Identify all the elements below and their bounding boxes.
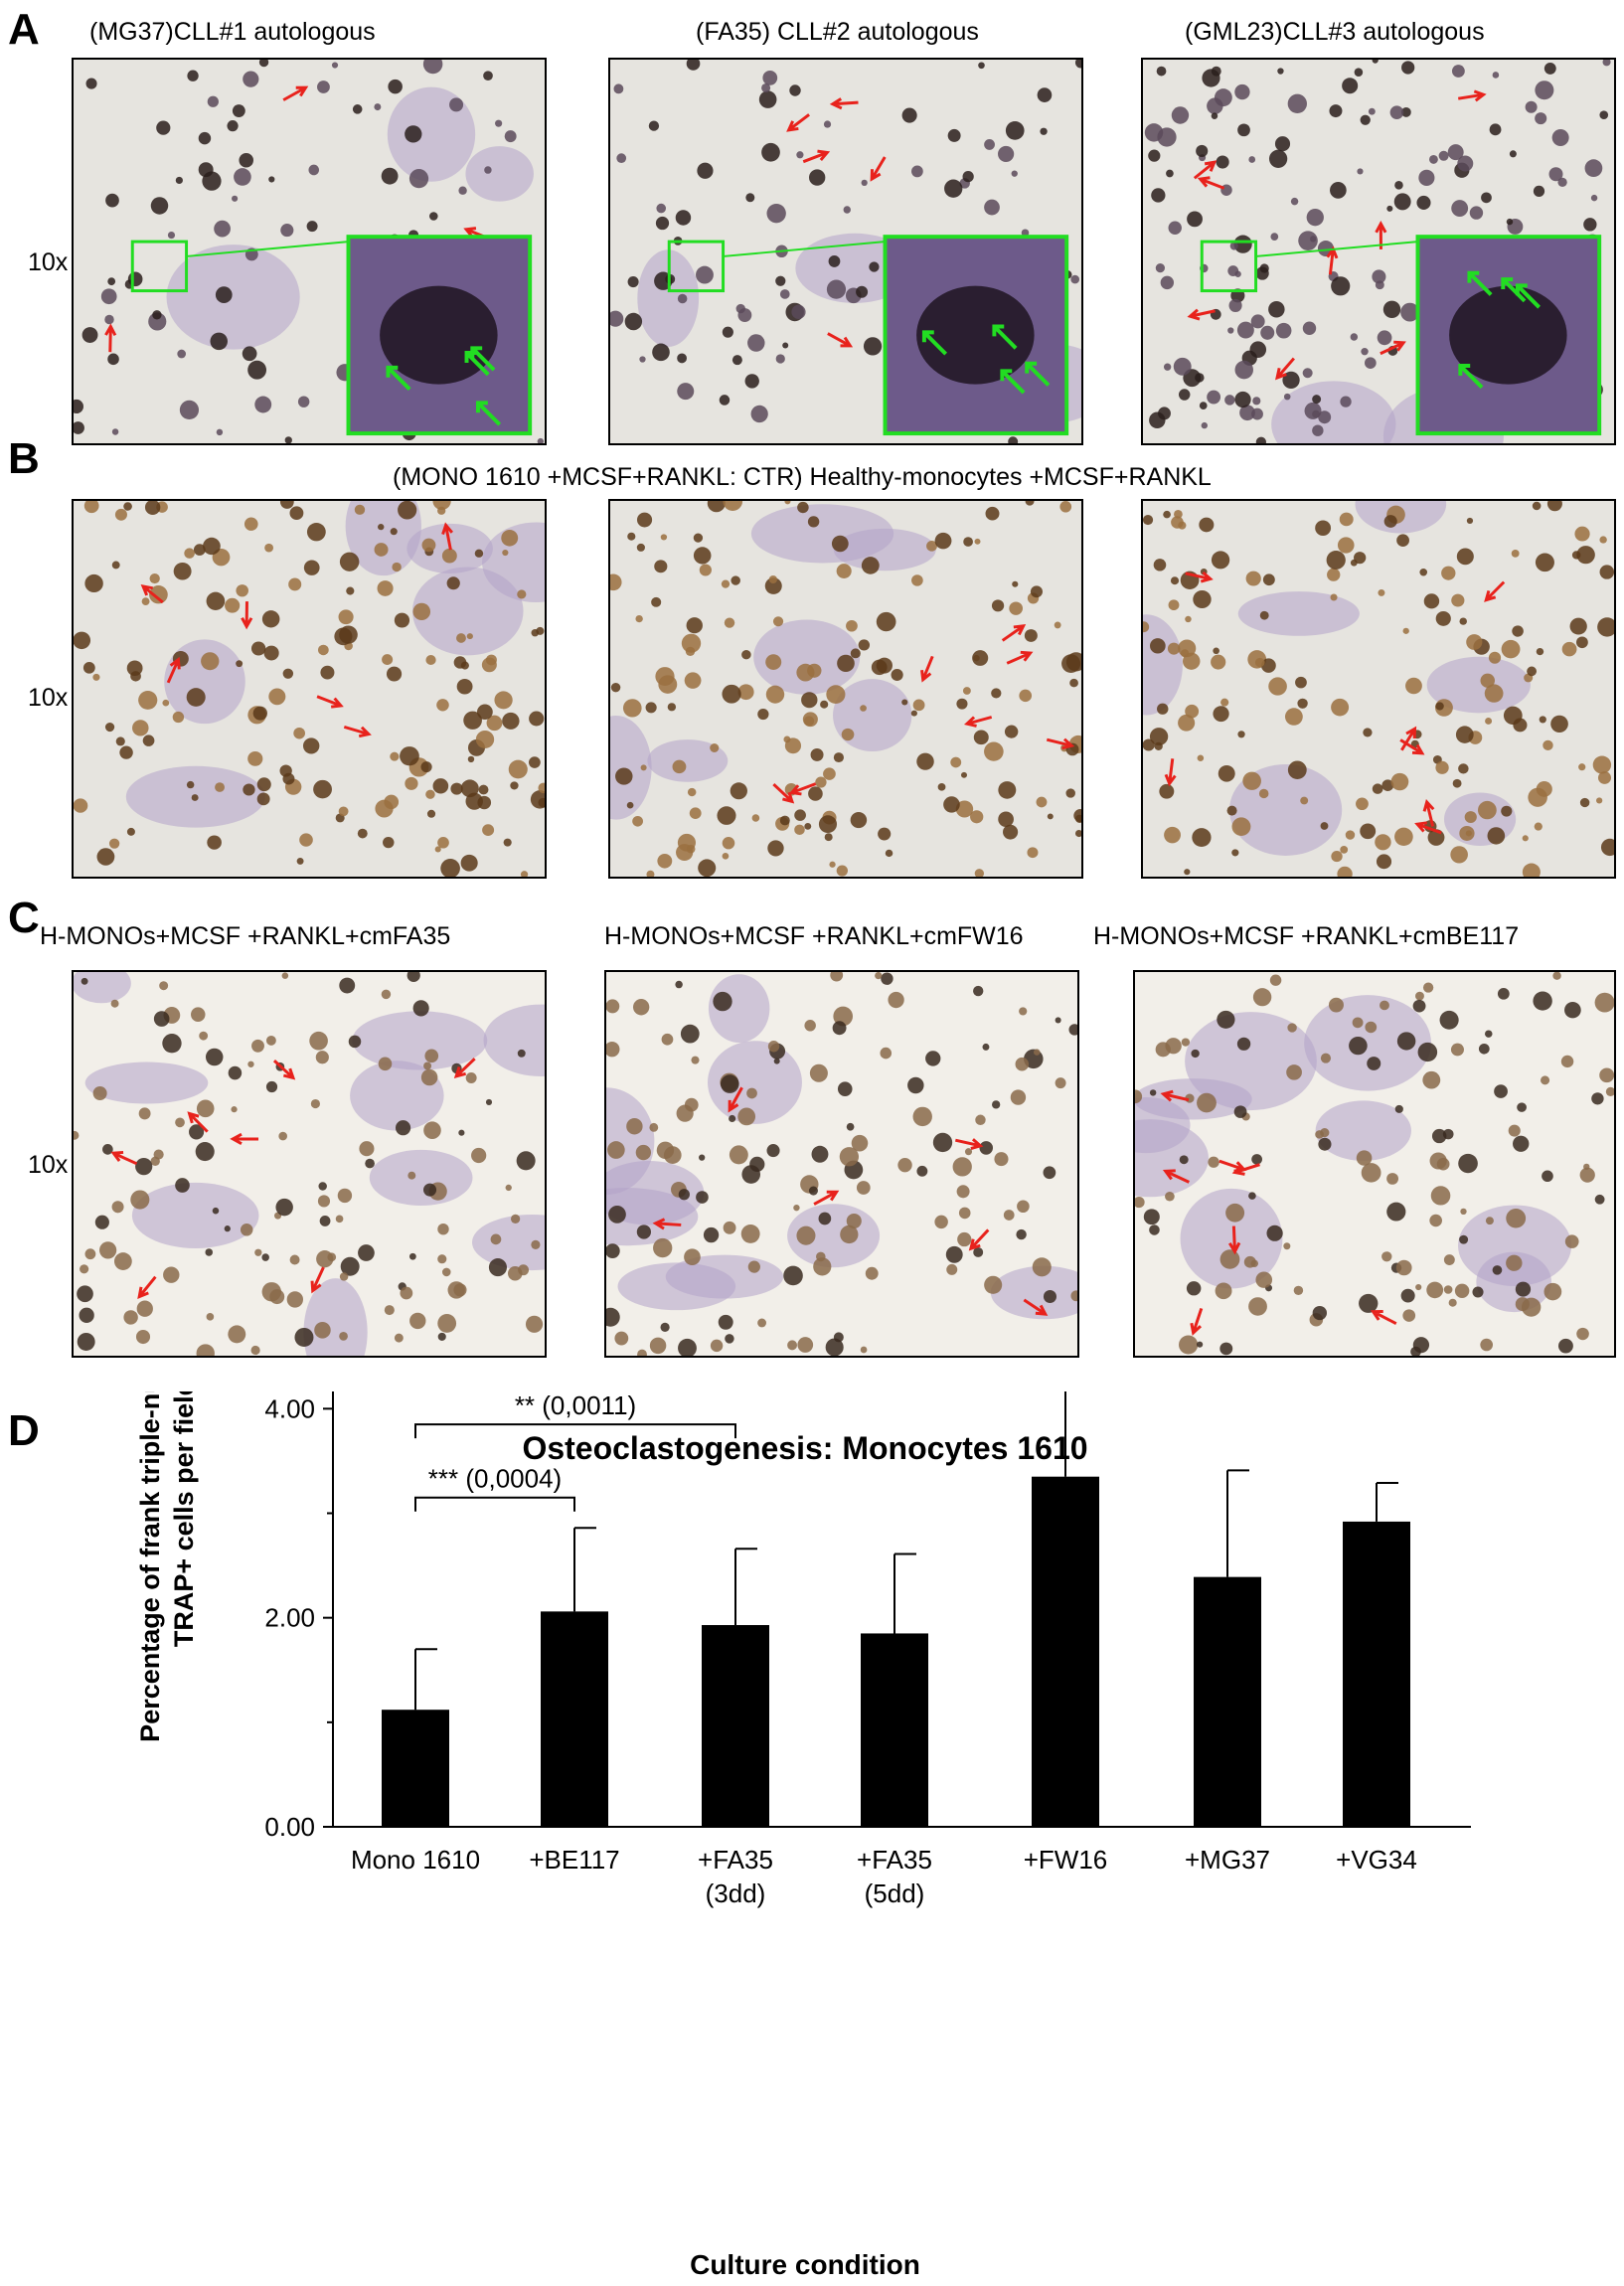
bar — [1032, 1476, 1099, 1827]
panel-letter-b: B — [8, 434, 40, 483]
bar — [382, 1710, 449, 1827]
panel-a-caption-1: (MG37)CLL#1 autologous — [89, 18, 376, 46]
micrograph-c1 — [72, 970, 547, 1358]
error-bar — [1226, 1469, 1249, 1577]
micrograph-a2 — [608, 58, 1083, 445]
y-axis-label: Percentage of frank triple-nucleated TRAP… — [135, 1391, 199, 1742]
chart-title: Osteoclastogenesis: Monocytes 1610 — [522, 1430, 1087, 1466]
y-tick-label: 2.00 — [264, 1603, 315, 1633]
panel-c-caption-1: H-MONOs+MCSF +RANKL+cmFA35 — [40, 922, 451, 950]
significance-label: ** (0,0011) — [515, 1391, 636, 1420]
error-bar — [414, 1648, 437, 1711]
x-tick-label: +FA35 (3dd) — [698, 1845, 773, 1908]
panel-letter-d: D — [8, 1406, 40, 1455]
x-tick-label: +MG37 — [1185, 1845, 1270, 1875]
error-bar — [1064, 1391, 1066, 1477]
y-tick-label: 4.00 — [264, 1393, 315, 1423]
error-bar — [1376, 1482, 1398, 1522]
significance-bracket — [414, 1496, 575, 1512]
error-bar — [893, 1552, 916, 1634]
panel-b-magnification: 10x — [28, 684, 69, 712]
significance-bracket — [414, 1423, 736, 1439]
x-tick-label: +FA35 (5dd) — [857, 1845, 932, 1908]
panel-c-magnification: 10x — [28, 1151, 69, 1179]
micrograph-a1 — [72, 58, 547, 445]
x-tick-label: +BE117 — [529, 1845, 619, 1875]
error-bar — [734, 1548, 757, 1626]
panel-a-caption-3: (GML23)CLL#3 autologous — [1185, 18, 1485, 46]
panel-a-magnification: 10x — [28, 248, 69, 276]
bar — [1343, 1521, 1410, 1827]
panel-b-caption: (MONO 1610 +MCSF+RANKL: CTR) Healthy-mon… — [393, 463, 1212, 491]
bar-chart: Osteoclastogenesis: Monocytes 1610 0.00 2.… — [135, 1391, 1471, 2280]
micrograph-b1 — [72, 499, 547, 879]
micrograph-c2 — [604, 970, 1079, 1358]
panel-letter-a: A — [8, 5, 40, 54]
micrograph-a3 — [1141, 58, 1616, 445]
panel-a-caption-2: (FA35) CLL#2 autologous — [696, 18, 979, 46]
micrograph-b3 — [1141, 499, 1616, 879]
x-axis-label: Culture condition — [690, 2249, 920, 2280]
error-bar — [573, 1527, 596, 1612]
bar — [541, 1611, 608, 1827]
significance-label: *** (0,0004) — [428, 1464, 562, 1494]
panel-c-caption-2: H-MONOs+MCSF +RANKL+cmFW16 — [604, 922, 1024, 950]
x-tick-label: +VG34 — [1336, 1845, 1417, 1875]
panel-c-caption-3: H-MONOs+MCSF +RANKL+cmBE117 — [1093, 922, 1520, 950]
y-tick-label: 0.00 — [264, 1812, 315, 1842]
x-tick-label: +FW16 — [1024, 1845, 1108, 1875]
bar — [1194, 1576, 1261, 1827]
panel-letter-c: C — [8, 894, 40, 942]
bar — [702, 1625, 769, 1827]
x-tick-label: Mono 1610 — [351, 1845, 480, 1875]
bar — [861, 1633, 928, 1827]
micrograph-b2 — [608, 499, 1083, 879]
micrograph-c3 — [1133, 970, 1616, 1358]
